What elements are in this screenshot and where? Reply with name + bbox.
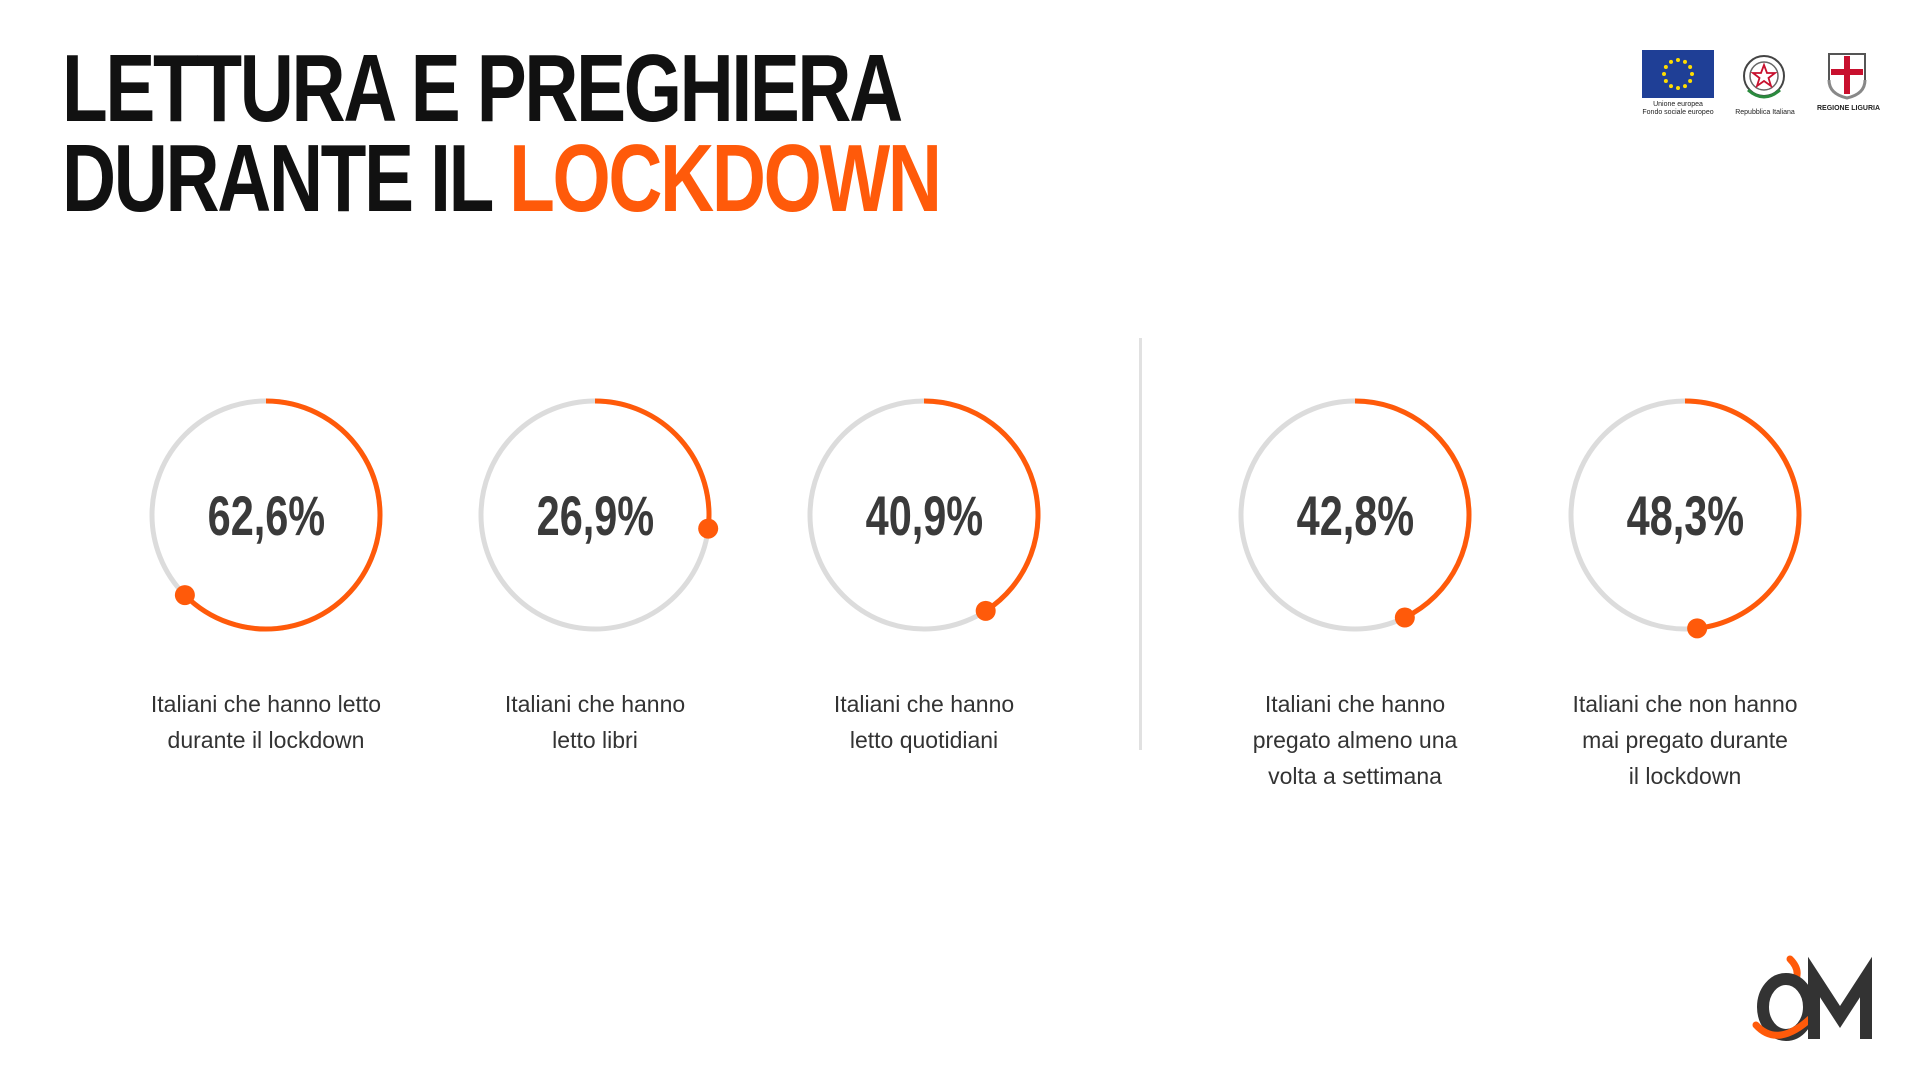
liguria-logo: REGIONE LIGURIA — [1817, 50, 1880, 113]
ring-caption: Italiani che hanno letto quotidiani — [779, 686, 1069, 758]
ring-arc — [594, 398, 712, 529]
title-line-2: DURANTE IL LOCKDOWN — [62, 131, 942, 227]
section-divider — [1139, 338, 1142, 750]
ring-arc — [923, 398, 1041, 613]
ring-value-label: 48,3% — [1626, 483, 1744, 547]
ring-caption-line: letto libri — [552, 727, 638, 753]
ring-caption-line: Italiani che hanno — [833, 691, 1015, 717]
ring-caption: Italiani che non hanno mai pregato durant… — [1540, 686, 1830, 794]
ring-caption-line: mai pregato durante — [1582, 727, 1788, 753]
ring-end-dot — [698, 518, 719, 539]
ring-caption-line: durante il lockdown — [167, 727, 365, 753]
ring-caption: Italiani che hanno letto libri — [450, 686, 740, 758]
liguria-caption: REGIONE LIGURIA — [1817, 105, 1881, 112]
ring-caption-line: Italiani che hanno — [504, 691, 686, 717]
italy-emblem-icon — [1743, 55, 1785, 99]
ring-caption-line: volta a settimana — [1268, 763, 1442, 789]
eu-flag-icon — [1642, 50, 1714, 98]
ring-arc — [1684, 398, 1802, 631]
title-line-1: LETTURA E PREGHIERA — [62, 35, 903, 142]
ring-caption-line: letto quotidiani — [849, 727, 999, 753]
italy-caption: Repubblica Italiana — [1735, 109, 1795, 116]
ring-value-label: 62,6% — [207, 483, 325, 547]
eu-star — [1688, 79, 1693, 83]
liguria-crest-icon — [1827, 53, 1867, 100]
italy-logo: Repubblica Italiana — [1735, 50, 1800, 117]
ring-graphic — [149, 398, 383, 632]
ring-graphic — [1238, 398, 1472, 632]
eu-star — [1663, 65, 1668, 69]
ring-item: 26,9% — [470, 390, 720, 640]
ring-item: 42,8% — [1230, 390, 1480, 640]
om-brand-logo: OM — [1748, 955, 1888, 1047]
om-logo-icon — [1752, 955, 1872, 1041]
ring-end-dot — [174, 585, 195, 606]
ring-value-label: 40,9% — [865, 483, 983, 547]
ring-end-dot — [975, 600, 996, 621]
eu-star — [1669, 59, 1673, 64]
ring-caption-line: Italiani che hanno letto — [150, 691, 382, 717]
eu-star — [1662, 72, 1666, 76]
eu-star — [1688, 65, 1693, 69]
ring-graphic — [807, 398, 1041, 632]
ring-graphic — [478, 398, 719, 632]
ring-value-label: 26,9% — [536, 483, 654, 547]
title-accent: LOCKDOWN — [509, 125, 942, 232]
ring-item: 62,6% — [141, 390, 391, 640]
eu-star — [1669, 84, 1673, 89]
title-line-2-plain: DURANTE IL — [62, 125, 510, 232]
ring-caption-line: Italiani che non hanno — [1572, 691, 1798, 717]
eu-logo: Unione europea Fondo sociale europeo — [1640, 50, 1722, 117]
ring-graphic — [1568, 398, 1802, 639]
ring-end-dot — [1394, 607, 1415, 628]
eu-star — [1683, 59, 1687, 64]
eu-star — [1676, 58, 1680, 62]
page-title: LETTURA E PREGHIERA DURANTE IL LOCKDOWN — [62, 35, 942, 227]
ring-caption-line: il lockdown — [1628, 763, 1742, 789]
ring-value-label: 42,8% — [1296, 483, 1414, 547]
ring-item: 48,3% — [1560, 390, 1810, 640]
eu-star — [1683, 84, 1687, 89]
ring-item: 40,9% — [799, 390, 1049, 640]
ring-caption-line: Italiani che hanno — [1264, 691, 1446, 717]
eu-star — [1690, 72, 1694, 76]
ring-caption: Italiani che hanno letto durante il lockd… — [121, 686, 411, 758]
ring-end-dot — [1687, 618, 1708, 639]
eu-star — [1676, 86, 1680, 90]
eu-caption-1: Unione europea — [1653, 101, 1703, 108]
ring-arc — [183, 398, 383, 632]
ring-caption: Italiani che hanno pregato almeno una volt… — [1210, 686, 1500, 794]
ring-caption-line: pregato almeno una — [1252, 727, 1458, 753]
eu-caption-2: Fondo sociale europeo — [1642, 109, 1714, 116]
ring-arc — [1354, 398, 1472, 620]
institution-logos: Unione europea Fondo sociale europeo Rep… — [1640, 50, 1885, 125]
eu-star — [1663, 79, 1668, 83]
